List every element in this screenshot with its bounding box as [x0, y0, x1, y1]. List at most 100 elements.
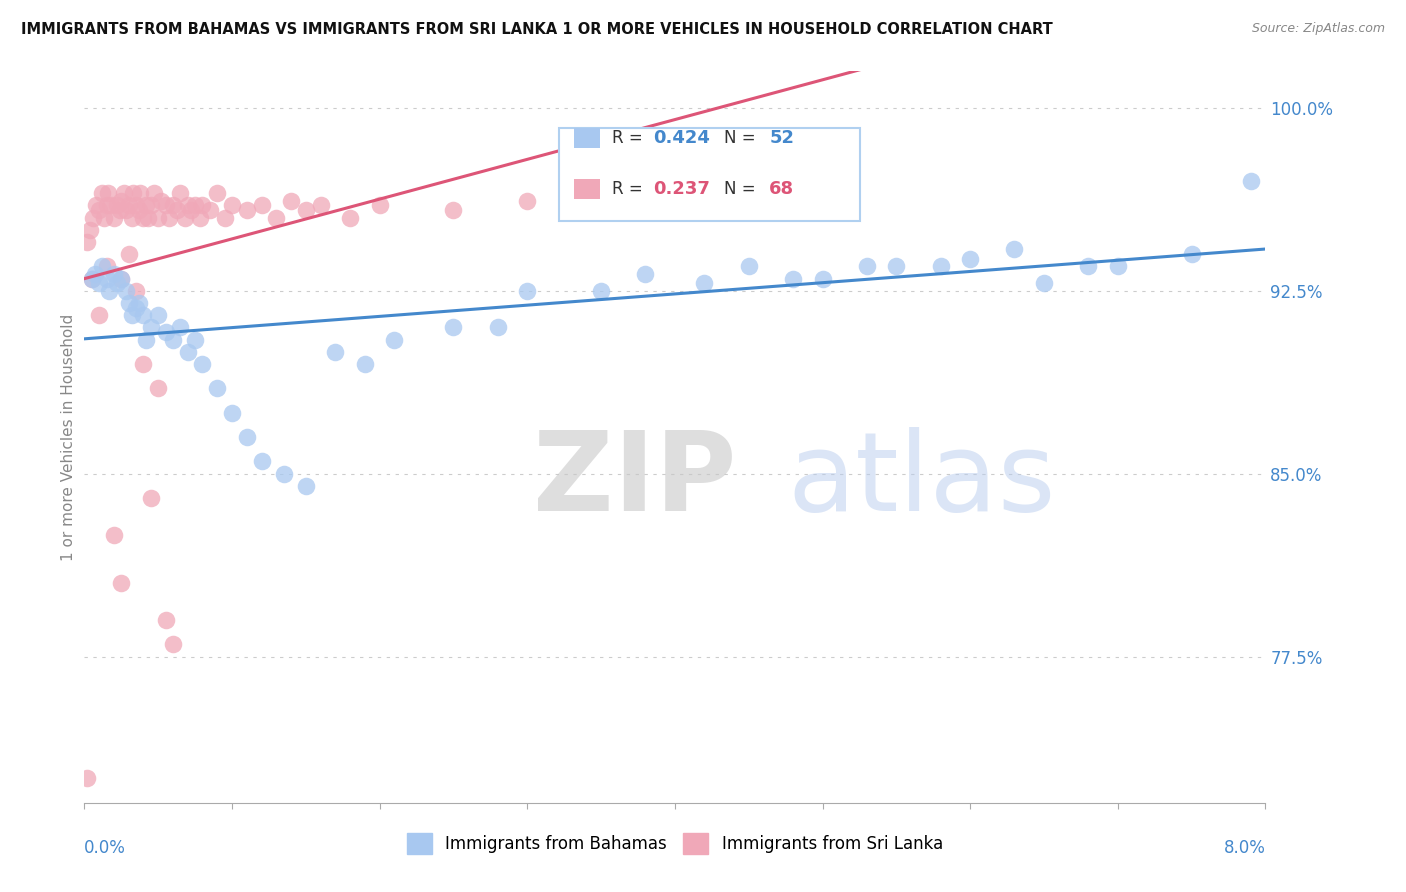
Point [128, 203, 150, 218]
Point [162, 333, 184, 347]
Point [236, 203, 259, 218]
Point [125, 284, 148, 298]
Point [121, 308, 143, 322]
Point [148, 381, 170, 395]
Point [125, 198, 148, 212]
Point [162, 637, 184, 651]
Point [273, 467, 295, 481]
Point [128, 296, 150, 310]
Point [1181, 247, 1204, 261]
Point [87, 308, 111, 322]
Text: R =: R = [612, 180, 648, 198]
FancyBboxPatch shape [575, 128, 600, 148]
Point [443, 203, 465, 218]
Point [132, 211, 155, 225]
Text: R =: R = [612, 129, 648, 147]
Text: IMMIGRANTS FROM BAHAMAS VS IMMIGRANTS FROM SRI LANKA 1 OR MORE VEHICLES IN HOUSE: IMMIGRANTS FROM BAHAMAS VS IMMIGRANTS FR… [21, 22, 1053, 37]
Point [114, 203, 136, 218]
Point [221, 406, 243, 420]
Text: N =: N = [724, 129, 762, 147]
Point [100, 198, 122, 212]
Point [173, 211, 195, 225]
Point [169, 320, 191, 334]
Point [155, 198, 177, 212]
Point [339, 211, 361, 225]
Point [79, 223, 101, 237]
Point [96, 198, 118, 212]
Point [155, 613, 177, 627]
Point [214, 211, 236, 225]
Point [132, 357, 155, 371]
FancyBboxPatch shape [560, 128, 860, 221]
Point [80, 271, 103, 285]
Point [323, 344, 347, 359]
Point [929, 260, 952, 274]
Point [1107, 260, 1129, 274]
Point [280, 194, 302, 208]
Point [354, 357, 377, 371]
Point [108, 203, 131, 218]
Point [486, 320, 509, 334]
Point [122, 186, 145, 201]
Point [76, 772, 98, 786]
Point [135, 198, 157, 212]
Point [811, 271, 834, 285]
Point [1077, 260, 1099, 274]
Point [443, 320, 465, 334]
Legend: Immigrants from Bahamas, Immigrants from Sri Lanka: Immigrants from Bahamas, Immigrants from… [401, 827, 949, 860]
Point [83, 267, 105, 281]
Text: 0.237: 0.237 [654, 180, 710, 198]
Point [295, 203, 318, 218]
Point [886, 260, 908, 274]
Point [236, 430, 259, 444]
Point [105, 198, 128, 212]
Point [148, 308, 170, 322]
Point [250, 454, 273, 468]
Point [166, 203, 188, 218]
Point [110, 271, 132, 285]
Point [110, 576, 132, 591]
Text: 8.0%: 8.0% [1223, 839, 1265, 857]
Point [1033, 277, 1056, 291]
Point [782, 271, 804, 285]
Point [135, 333, 157, 347]
Point [250, 198, 273, 212]
Point [148, 211, 170, 225]
Point [129, 186, 152, 201]
Text: N =: N = [724, 180, 762, 198]
Text: 52: 52 [769, 129, 794, 147]
Point [118, 247, 141, 261]
Point [110, 271, 132, 285]
Point [84, 198, 107, 212]
Text: 0.424: 0.424 [654, 129, 710, 147]
FancyBboxPatch shape [575, 179, 600, 200]
Point [121, 211, 143, 225]
Text: Source: ZipAtlas.com: Source: ZipAtlas.com [1251, 22, 1385, 36]
Point [634, 267, 657, 281]
Point [180, 203, 202, 218]
Text: 0.0%: 0.0% [84, 839, 127, 857]
Point [96, 271, 118, 285]
Point [118, 198, 141, 212]
Point [112, 186, 135, 201]
Point [80, 271, 103, 285]
Y-axis label: 1 or more Vehicles in Household: 1 or more Vehicles in Household [60, 313, 76, 561]
Point [591, 284, 613, 298]
Text: 68: 68 [769, 180, 794, 198]
Point [114, 284, 136, 298]
Point [157, 211, 180, 225]
Point [177, 344, 200, 359]
Point [82, 211, 104, 225]
Point [125, 301, 148, 315]
Point [738, 260, 761, 274]
Point [91, 186, 114, 201]
Point [198, 203, 221, 218]
Point [191, 198, 214, 212]
Text: atlas: atlas [787, 427, 1056, 534]
Point [98, 284, 121, 298]
Point [103, 527, 125, 541]
Point [207, 186, 229, 201]
Point [169, 186, 191, 201]
Point [162, 198, 184, 212]
Point [855, 260, 877, 274]
